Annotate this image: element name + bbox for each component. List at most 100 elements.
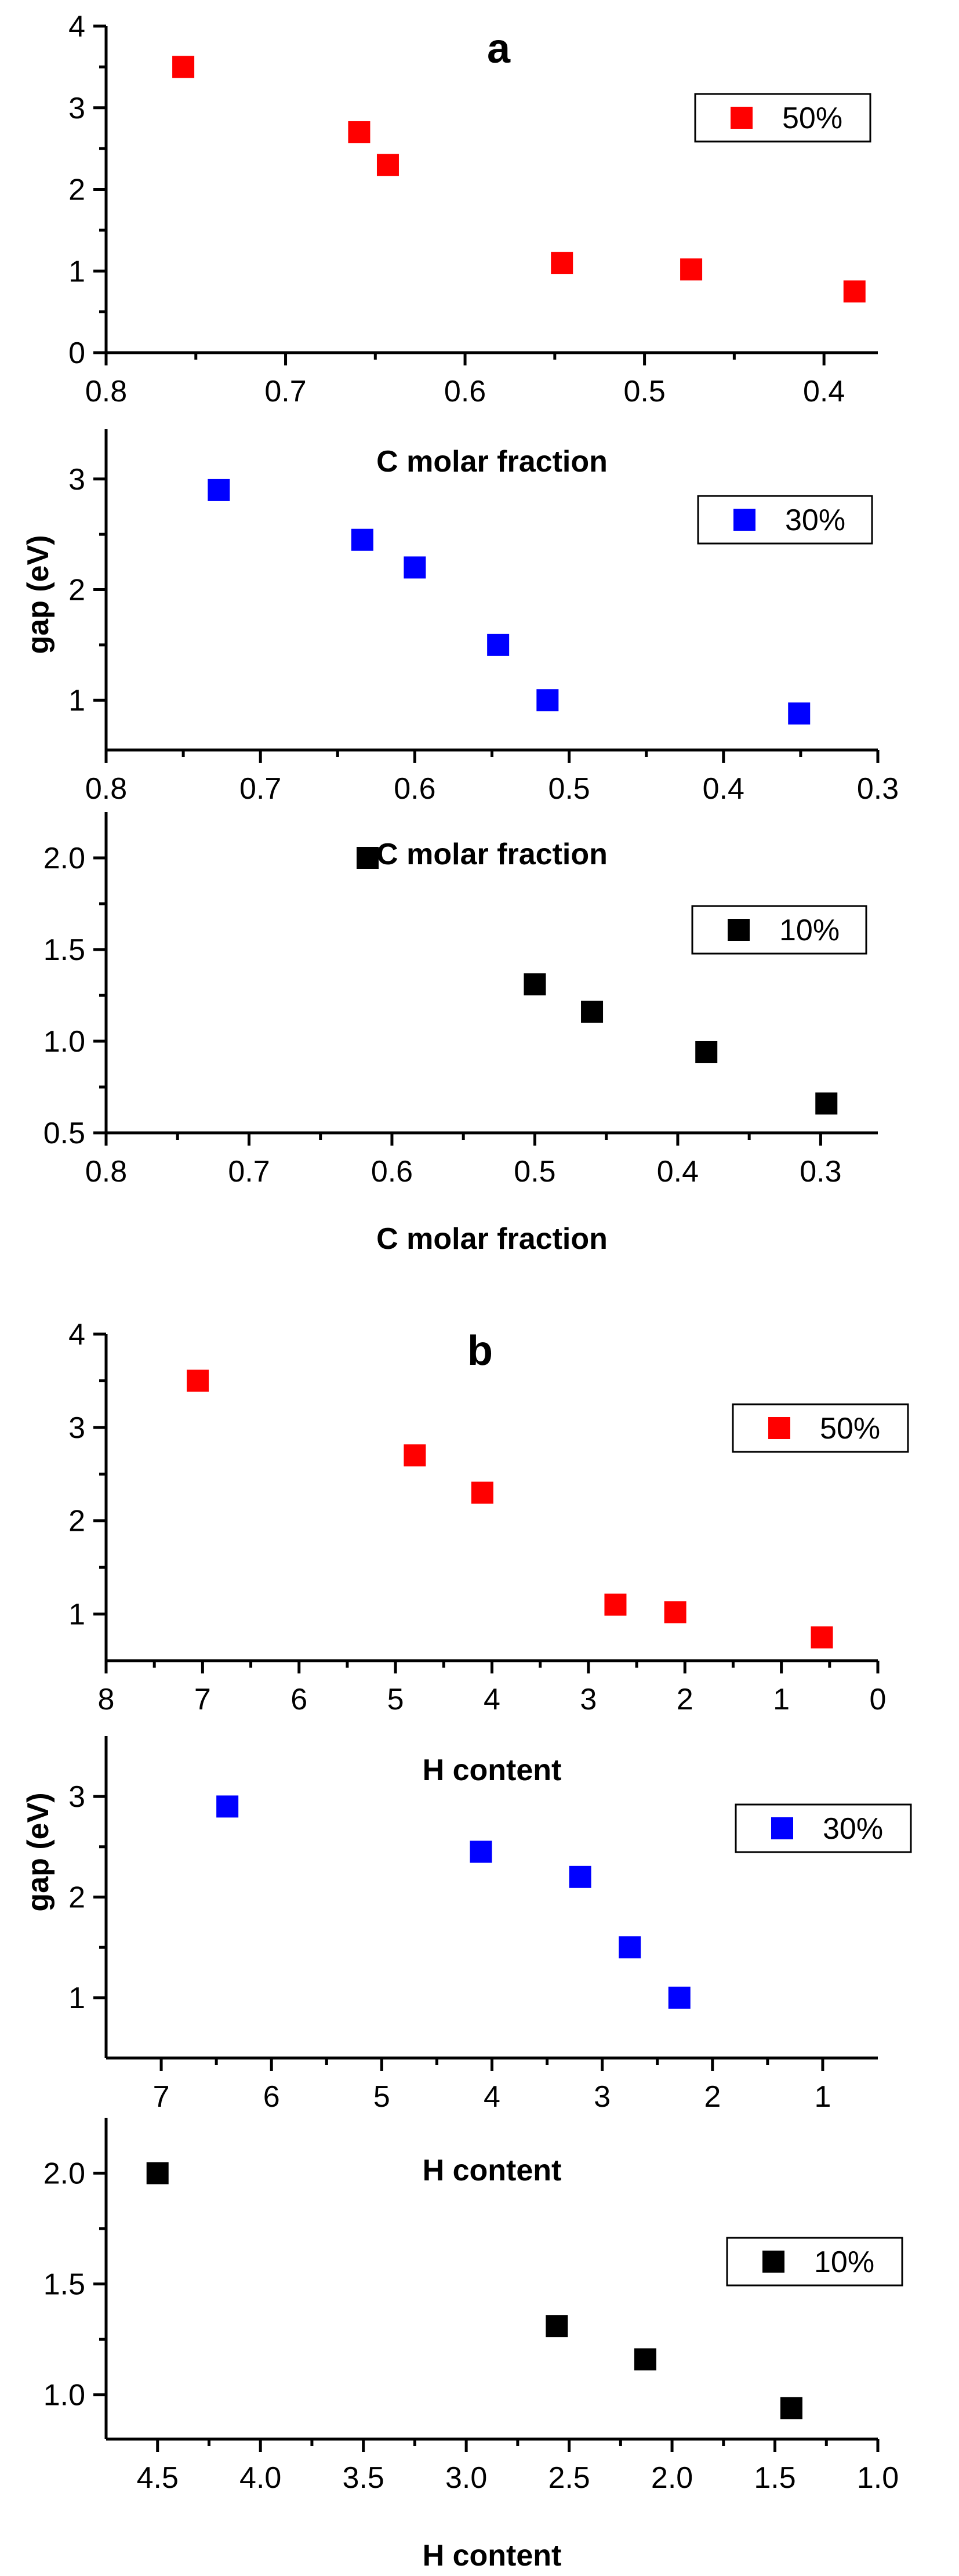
chart-1-x-tick-label: 0.4 (803, 375, 845, 408)
chart-3-point (695, 1041, 718, 1063)
chart-3-x-tick-label: 0.4 (657, 1155, 699, 1189)
chart-6-x-tick-label: 4.5 (137, 2461, 179, 2495)
chart-6-y-tick-label: 2.0 (43, 2157, 85, 2191)
chart-5-y-tick-label: 1 (68, 1981, 85, 2015)
chart-5-x-tick-label: 5 (373, 2080, 390, 2114)
chart-3-point (815, 1092, 838, 1115)
chart-3-y-tick-label: 2.0 (43, 842, 85, 875)
chart-5-point (470, 1840, 492, 1863)
panel-a-label: a (487, 26, 511, 72)
chart-5-point (619, 1936, 641, 1959)
chart-2-x-tick-label: 0.7 (239, 772, 281, 806)
chart-1-x-tick-label: 0.8 (85, 375, 127, 408)
chart-4-x-tick-label: 5 (387, 1683, 404, 1716)
chart-4-legend (732, 1403, 909, 1453)
chart-6-point (146, 2162, 169, 2184)
chart-6-point (546, 2315, 568, 2338)
y-axis-title-b: gap (eV) (21, 1792, 55, 1911)
chart-1-point (680, 258, 703, 281)
chart-4-x-axis-title: H content (423, 1753, 562, 1787)
chart-2-point (208, 479, 230, 501)
chart-5-x-tick-label: 3 (594, 2080, 611, 2114)
chart-5-point (668, 1986, 691, 2009)
chart-1-legend-label: 50% (782, 102, 842, 135)
chart-1-point (551, 252, 573, 274)
chart-5-legend (735, 1803, 912, 1853)
chart-1-y-tick-label: 0 (68, 336, 85, 370)
chart-2-x-tick-label: 0.6 (394, 772, 435, 806)
chart-4-x-tick-label: 4 (484, 1683, 500, 1716)
chart-4-point (604, 1593, 627, 1616)
chart-5-x-tick-label: 4 (484, 2080, 500, 2114)
chart-6-y-tick-label: 1.0 (43, 2379, 85, 2412)
chart-6-x-tick-label: 2.0 (651, 2461, 693, 2495)
chart-5-y-tick-label: 3 (68, 1780, 85, 1814)
chart-4-x-tick-label: 0 (870, 1683, 887, 1716)
chart-6-legend (726, 2237, 903, 2287)
chart-1-x-tick-label: 0.6 (444, 375, 486, 408)
chart-6-point (634, 2348, 656, 2371)
chart-3-legend (691, 905, 867, 955)
chart-6-x-tick-label: 3.5 (343, 2461, 384, 2495)
chart-5-x-tick-label: 2 (704, 2080, 721, 2114)
chart-4-y-tick-label: 4 (68, 1318, 85, 1352)
chart-4-point (187, 1369, 209, 1392)
chart-6-x-axis-title: H content (423, 2539, 562, 2573)
chart-3-point (357, 847, 379, 869)
chart-3-x-tick-label: 0.7 (228, 1155, 270, 1189)
chart-4-x-tick-label: 6 (290, 1683, 307, 1716)
chart-1-legend-marker (731, 107, 753, 129)
chart-1-x-tick-label: 0.7 (264, 375, 306, 408)
chart-6-legend-label: 10% (814, 2245, 874, 2279)
chart-1-y-tick-label: 1 (68, 255, 85, 288)
chart-5-x-tick-label: 7 (153, 2080, 170, 2114)
chart-3-x-tick-label: 0.3 (800, 1155, 841, 1189)
chart-3-y-tick-label: 1.5 (43, 933, 85, 967)
chart-2-y-tick-label: 1 (68, 684, 85, 718)
chart-1-point (376, 154, 399, 176)
chart-5-x-axis-title: H content (423, 2154, 562, 2187)
chart-6-point (780, 2397, 802, 2419)
chart-3-point (581, 1001, 604, 1023)
chart-4-point (404, 1444, 426, 1467)
chart-3-legend-label: 10% (779, 914, 840, 947)
chart-1-x-tick-label: 0.5 (623, 375, 665, 408)
chart-4-x-tick-label: 8 (98, 1683, 115, 1716)
chart-4-point (664, 1601, 686, 1624)
chart-1-y-tick-label: 2 (68, 173, 85, 207)
chart-3-point (524, 973, 546, 996)
chart-2-point (404, 556, 426, 579)
chart-2-x-tick-label: 0.3 (857, 772, 899, 806)
chart-4-legend-marker (768, 1417, 790, 1439)
chart-1-x-axis-title: C molar fraction (376, 445, 608, 479)
chart-4-x-tick-label: 1 (773, 1683, 790, 1716)
chart-3-legend-marker (728, 919, 750, 941)
chart-3-y-tick-label: 1.0 (43, 1025, 85, 1059)
chart-6-x-tick-label: 1.0 (857, 2461, 899, 2495)
chart-1-point (843, 280, 866, 303)
chart-1-legend (694, 93, 871, 143)
chart-5-legend-label: 30% (823, 1812, 883, 1846)
chart-5-point (216, 1795, 239, 1818)
chart-2-legend-marker (733, 509, 755, 531)
chart-4-x-tick-label: 2 (677, 1683, 693, 1716)
chart-5-point (569, 1865, 591, 1888)
chart-1-y-tick-label: 4 (68, 10, 85, 44)
panel-b-label: b (467, 1328, 493, 1374)
chart-3-x-tick-label: 0.6 (371, 1155, 413, 1189)
chart-3-x-axis-title: C molar fraction (376, 1222, 608, 1256)
chart-2-x-axis-title: C molar fraction (376, 838, 608, 871)
chart-2-x-tick-label: 0.8 (85, 772, 127, 806)
chart-4-point (471, 1481, 493, 1504)
chart-5-y-tick-label: 2 (68, 1881, 85, 1915)
chart-4-y-tick-label: 3 (68, 1411, 85, 1445)
chart-6-legend-marker (762, 2251, 784, 2273)
chart-6-x-tick-label: 1.5 (754, 2461, 795, 2495)
chart-2-y-tick-label: 2 (68, 574, 85, 607)
chart-6-y-tick-label: 1.5 (43, 2268, 85, 2302)
chart-5-legend-marker (771, 1817, 793, 1839)
chart-2-legend-label: 30% (785, 503, 845, 537)
chart-2-point (487, 633, 510, 656)
chart-6-x-tick-label: 3.0 (445, 2461, 487, 2495)
chart-2-y-tick-label: 3 (68, 463, 85, 497)
